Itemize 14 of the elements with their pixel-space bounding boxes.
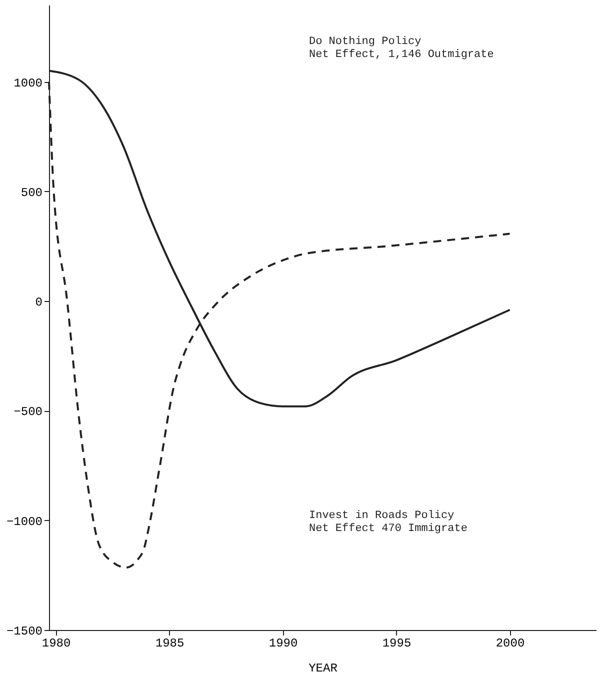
x-tick-label: 1990 — [268, 636, 298, 650]
y-tick-label: 0 — [35, 296, 42, 310]
x-tick-label: 1980 — [42, 636, 71, 650]
x-axis-title: YEAR — [308, 662, 338, 676]
annotation: Invest in Roads Policy Net Effect 470 Immigrate — [309, 510, 468, 535]
y-tick-label: −1000 — [6, 514, 42, 529]
y-tick-label: 500 — [20, 186, 42, 200]
annotation: Do Nothing Policy Net Effect, 1,146 Outmigrate — [309, 36, 494, 61]
x-tick-label: 1995 — [382, 636, 412, 650]
x-tick-label: 2000 — [496, 636, 525, 650]
x-tick-label: 1985 — [155, 636, 184, 650]
y-tick-label: −1500 — [6, 624, 42, 638]
y-tick-label: −500 — [14, 405, 42, 420]
y-tick-label: 1000 — [14, 76, 42, 90]
